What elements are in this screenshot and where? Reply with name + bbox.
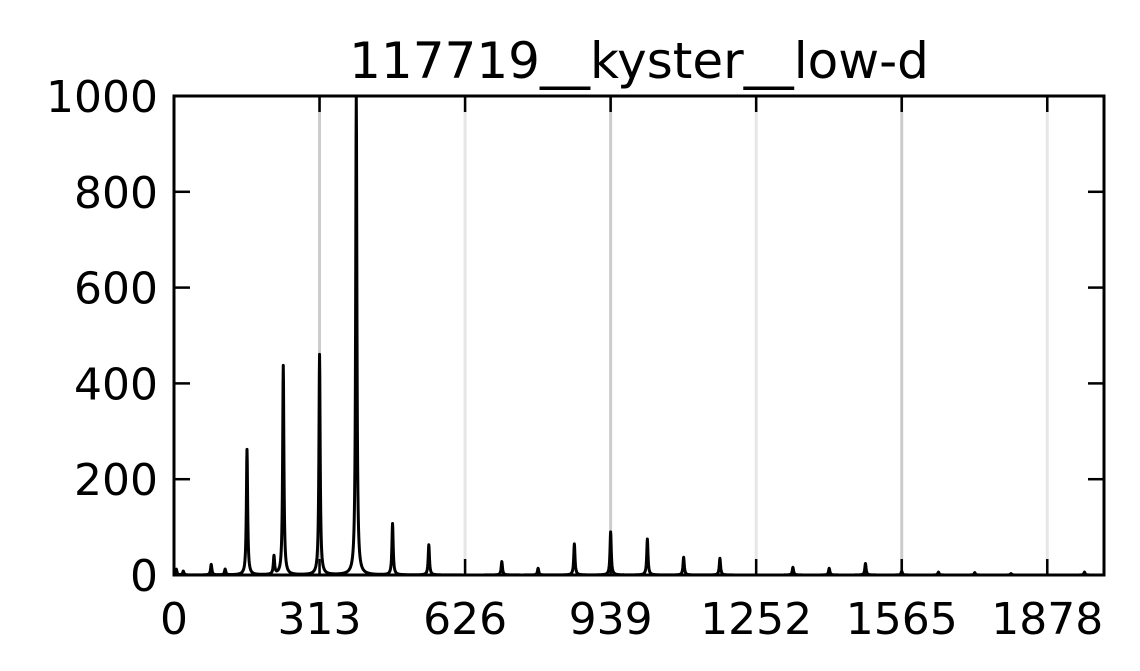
- plot-frame: [172, 94, 1106, 577]
- chart-title: 117719__kyster__low-d: [349, 32, 929, 90]
- x-tick-label: 313: [278, 594, 362, 645]
- x-tick-label: 626: [423, 594, 507, 645]
- x-tick-labels: 0 313 626 939 1252 1565 1878: [160, 594, 1103, 645]
- y-tick-label: 600: [74, 264, 158, 315]
- x-tick-label: 939: [569, 594, 653, 645]
- reference-lines: [318, 96, 1049, 575]
- axis-ticks: [172, 94, 1104, 577]
- y-tick-label: 200: [74, 455, 158, 506]
- x-tick-label: 1565: [846, 594, 958, 645]
- x-tick-label: 1252: [700, 594, 812, 645]
- x-tick-label: 0: [160, 594, 188, 645]
- x-tick-label: 1878: [991, 594, 1103, 645]
- series-line: [172, 94, 1106, 577]
- y-tick-label: 0: [130, 551, 158, 602]
- y-tick-label: 800: [74, 168, 158, 219]
- series-layer: [172, 94, 1106, 577]
- y-tick-label: 1000: [46, 72, 158, 123]
- y-tick-labels: 0 200 400 600 800 1000: [46, 72, 158, 602]
- y-tick-label: 400: [74, 359, 158, 410]
